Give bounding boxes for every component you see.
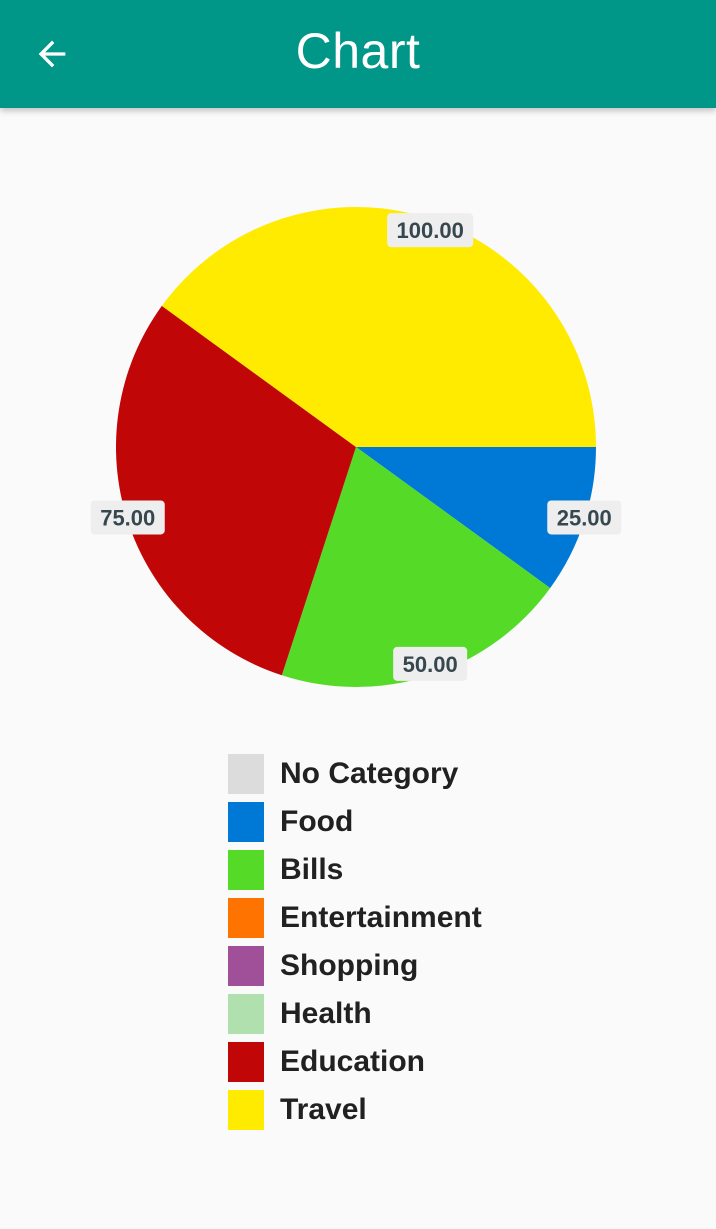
legend-label: Entertainment bbox=[280, 901, 482, 934]
legend-swatch bbox=[228, 946, 264, 986]
slice-label-background bbox=[393, 646, 468, 681]
legend-swatch bbox=[228, 1042, 264, 1082]
slice-label-background bbox=[387, 213, 474, 248]
pie-chart: 25.00 50.00 75.00 100.00 bbox=[90, 207, 622, 688]
pie-slice-bills bbox=[281, 447, 551, 688]
slice-label-text: 75.00 bbox=[100, 505, 155, 530]
legend-label: Education bbox=[280, 1045, 426, 1078]
page-title: Chart bbox=[295, 23, 421, 79]
legend-item-shopping: Shopping bbox=[228, 942, 482, 990]
slice-value-label: 25.00 bbox=[547, 500, 622, 535]
slice-value-label: 100.00 bbox=[387, 213, 474, 248]
legend-swatch bbox=[228, 802, 264, 842]
slice-label-text: 100.00 bbox=[397, 218, 464, 243]
legend-label: Shopping bbox=[280, 949, 419, 982]
legend-swatch bbox=[228, 898, 264, 938]
slice-value-label: 50.00 bbox=[393, 646, 468, 681]
legend-swatch bbox=[228, 1090, 264, 1130]
legend-item-health: Health bbox=[228, 990, 482, 1038]
slice-label-text: 25.00 bbox=[557, 505, 612, 530]
slice-label-text: 50.00 bbox=[403, 652, 458, 677]
arrow-left-icon bbox=[38, 40, 66, 68]
slice-label-background bbox=[90, 500, 165, 535]
legend-swatch bbox=[228, 850, 264, 890]
legend-item-travel: Travel bbox=[228, 1086, 482, 1134]
back-button[interactable] bbox=[22, 24, 82, 84]
pie-slice-education bbox=[115, 305, 356, 676]
legend-swatch bbox=[228, 754, 264, 794]
legend-label: Food bbox=[280, 805, 354, 838]
legend-swatch bbox=[228, 994, 264, 1034]
slice-value-label: 75.00 bbox=[90, 500, 165, 535]
legend-item-bills: Bills bbox=[228, 846, 482, 894]
pie-slice-travel bbox=[161, 207, 596, 447]
legend-label: Health bbox=[280, 997, 372, 1030]
legend-item-education: Education bbox=[228, 1038, 482, 1086]
legend-label: Travel bbox=[280, 1093, 367, 1126]
legend-item-no-category: No Category bbox=[228, 750, 482, 798]
legend-label: No Category bbox=[280, 757, 459, 790]
legend-item-entertainment: Entertainment bbox=[228, 894, 482, 942]
legend-item-food: Food bbox=[228, 798, 482, 846]
slice-label-background bbox=[547, 500, 622, 535]
legend-label: Bills bbox=[280, 853, 344, 886]
pie-slice-food bbox=[356, 447, 596, 589]
app-bar: Chart bbox=[0, 0, 716, 108]
chart-legend: No Category Food Bills Entertainment Shoppin… bbox=[228, 750, 482, 1134]
